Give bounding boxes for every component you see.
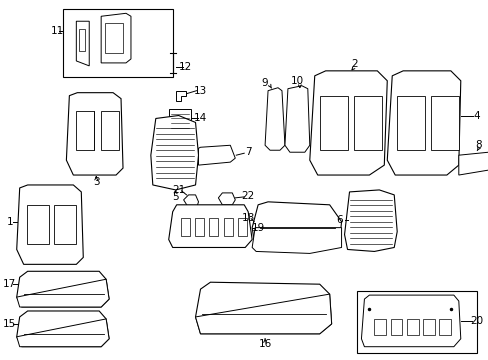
Text: 13: 13	[193, 86, 207, 96]
Bar	[238, 218, 247, 235]
Text: 21: 21	[172, 185, 185, 195]
Polygon shape	[76, 21, 89, 66]
Polygon shape	[17, 319, 109, 347]
Polygon shape	[252, 228, 341, 253]
Polygon shape	[386, 71, 460, 175]
Bar	[105, 23, 123, 53]
Text: 3: 3	[93, 177, 99, 187]
Bar	[396, 96, 424, 150]
Text: 22: 22	[241, 191, 254, 201]
Text: 2: 2	[350, 59, 357, 69]
Text: 14: 14	[193, 113, 207, 123]
Bar	[374, 319, 386, 335]
Bar	[319, 96, 347, 150]
Text: 7: 7	[244, 147, 251, 157]
Polygon shape	[183, 195, 198, 208]
Polygon shape	[17, 185, 83, 264]
Text: 15: 15	[3, 319, 17, 329]
Bar	[209, 218, 218, 235]
Text: 19: 19	[251, 222, 264, 233]
Polygon shape	[309, 71, 386, 175]
Polygon shape	[17, 279, 109, 307]
Text: 10: 10	[291, 76, 304, 86]
Polygon shape	[17, 311, 109, 347]
Text: 17: 17	[3, 279, 17, 289]
Bar	[422, 319, 434, 335]
Polygon shape	[101, 13, 131, 63]
Bar	[195, 218, 203, 235]
Bar	[63, 9, 172, 77]
Bar	[101, 111, 119, 150]
Text: 20: 20	[469, 316, 482, 326]
Bar	[224, 218, 232, 235]
Text: 9: 9	[261, 78, 268, 88]
Bar	[54, 205, 76, 244]
Text: 1: 1	[6, 217, 13, 227]
Bar	[168, 109, 190, 133]
Polygon shape	[168, 205, 252, 247]
Bar	[180, 218, 189, 235]
Text: 16: 16	[258, 339, 271, 349]
Text: 12: 12	[179, 62, 192, 72]
Bar	[76, 111, 94, 150]
Bar	[354, 96, 382, 150]
Polygon shape	[361, 295, 460, 347]
Polygon shape	[285, 86, 309, 152]
Bar	[438, 319, 450, 335]
Text: 5: 5	[172, 192, 179, 202]
Polygon shape	[264, 88, 285, 150]
Text: 6: 6	[336, 215, 342, 225]
Polygon shape	[195, 282, 331, 334]
Text: 8: 8	[474, 140, 481, 150]
Bar	[26, 205, 48, 244]
Polygon shape	[195, 294, 331, 334]
Text: 18: 18	[241, 213, 254, 223]
Polygon shape	[175, 91, 185, 100]
Polygon shape	[252, 202, 341, 249]
Polygon shape	[218, 193, 235, 205]
Polygon shape	[198, 145, 235, 165]
Bar	[79, 29, 85, 51]
Text: 11: 11	[51, 26, 64, 36]
Bar	[430, 96, 458, 150]
Polygon shape	[150, 116, 198, 190]
Bar	[390, 319, 402, 335]
Bar	[406, 319, 418, 335]
Polygon shape	[344, 190, 396, 251]
Text: 4: 4	[472, 111, 479, 121]
Polygon shape	[17, 271, 109, 307]
Bar	[357, 291, 476, 353]
Polygon shape	[458, 152, 488, 175]
Polygon shape	[66, 93, 123, 175]
